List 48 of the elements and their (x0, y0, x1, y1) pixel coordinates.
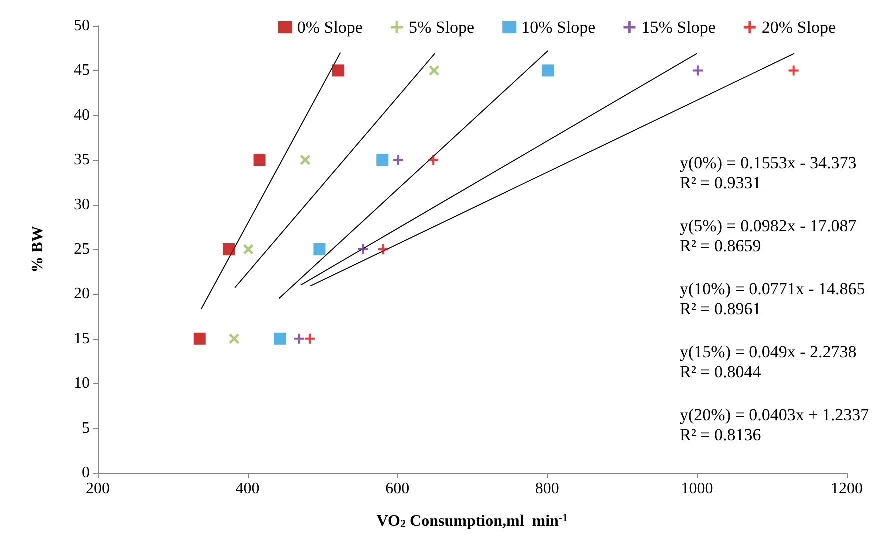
x-tick-label: 200 (86, 480, 110, 498)
x-tick-label: 800 (535, 480, 560, 498)
annotation: y(15%) = 0.049x - 2.2738 R² = 0.8044 (680, 342, 857, 382)
point (304, 334, 315, 344)
y-tick-label: 30 (74, 196, 90, 214)
x-tick-label: 1200 (831, 480, 863, 498)
point (223, 244, 236, 256)
legend-label: 15% Slope (642, 18, 716, 37)
point (194, 332, 206, 345)
x-tick-label: 1000 (681, 480, 714, 498)
point (254, 154, 266, 166)
point (542, 64, 554, 77)
y-tick-label: 45 (74, 62, 90, 80)
y-tick-label: 20 (74, 286, 90, 303)
point (229, 334, 240, 344)
legend-label: 20% Slope (762, 18, 836, 37)
point (378, 244, 388, 254)
y-axis-title: % BW (30, 226, 46, 273)
legend-label: 0% Slope (297, 18, 363, 37)
y-tick-label: 10 (74, 375, 90, 392)
annotation: y(10%) = 0.0771x - 14.865 R² = 0.8961 (680, 280, 866, 318)
point (314, 244, 326, 256)
x-tick-label: 600 (386, 480, 410, 498)
point (274, 332, 286, 345)
point (376, 154, 389, 166)
y-tick-label: 5 (82, 420, 90, 437)
legend-label: 10% Slope (522, 18, 596, 37)
y-tick-label: 50 (74, 18, 90, 34)
point (243, 244, 254, 255)
y-tick-label: 0 (82, 464, 90, 482)
point (300, 155, 311, 166)
point (788, 66, 799, 76)
legend-label: 5% Slope (408, 18, 475, 37)
point (393, 155, 404, 166)
point (358, 244, 368, 254)
point (428, 155, 439, 166)
y-tick-label: 40 (74, 106, 90, 124)
annotation: y(5%) = 0.0982x - 17.087 R² = 0.8659 (680, 216, 858, 256)
y-tick-label: 35 (74, 152, 90, 169)
point (692, 66, 703, 76)
point (332, 64, 344, 77)
y-tick-label: 25 (74, 241, 90, 258)
x-tick-label: 400 (236, 480, 260, 498)
annotation: y(20%) = 0.0403x + 1.2337 R² = 0.8136 (680, 406, 870, 444)
y-tick-label: 15 (74, 330, 90, 348)
annotation: y(0%) = 0.1553x - 34.373 R² = 0.9331 (680, 154, 857, 192)
point (429, 66, 440, 76)
point (294, 334, 304, 344)
